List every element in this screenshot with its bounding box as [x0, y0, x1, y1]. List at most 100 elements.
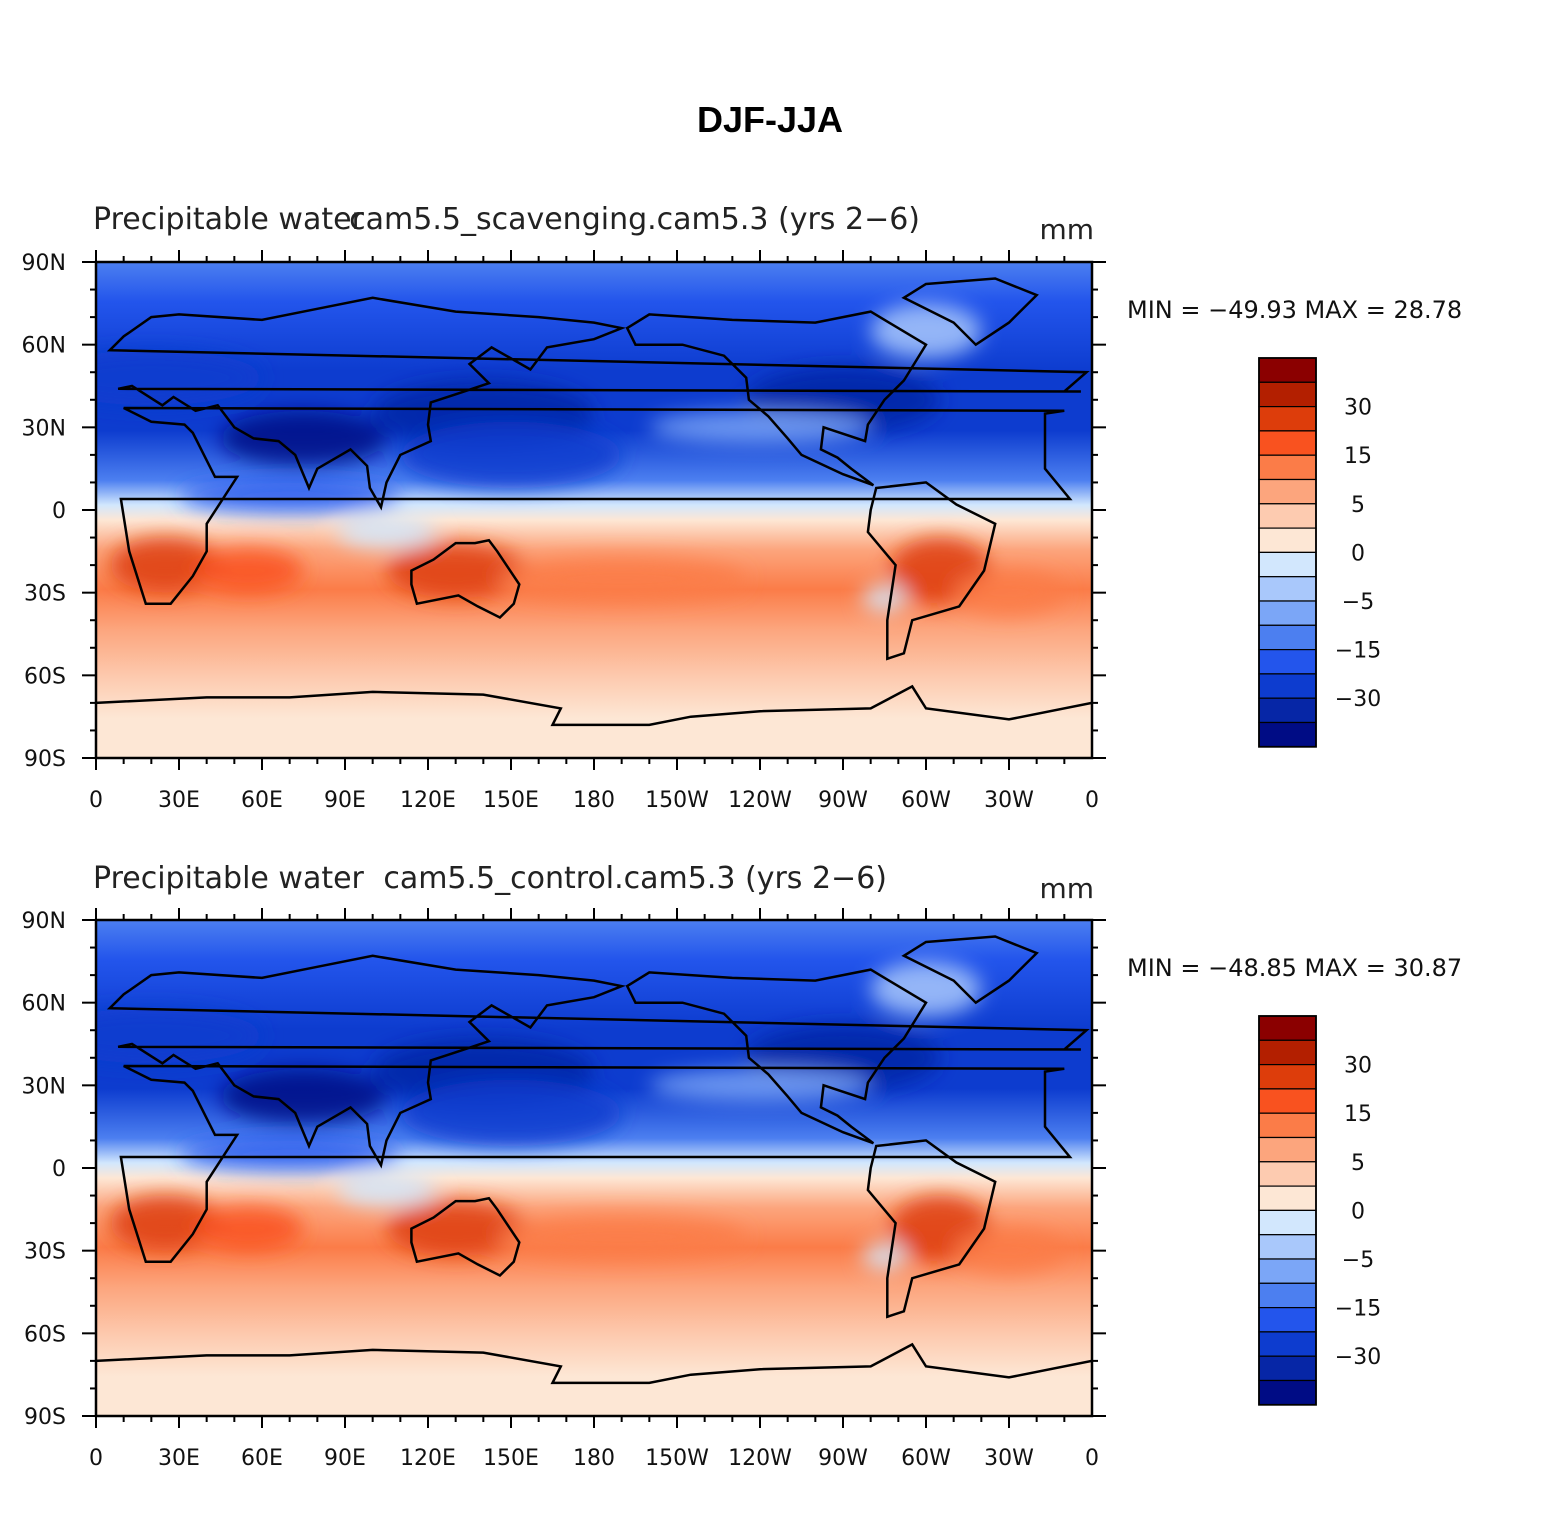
colorbar-swatch — [1258, 1136, 1317, 1163]
lon-tick-label: 30E — [158, 788, 200, 813]
colorbar-swatch — [1258, 527, 1317, 553]
lat-tick-label: 60N — [22, 992, 66, 1017]
map-panel-scavenging: 0 30E 60E 90E 120E 150E 180 150W 120W 90W 60W 30W 09… — [22, 202, 1463, 813]
colorbar-label: 30 — [1344, 396, 1372, 421]
lon-tick-label: 0 — [1085, 788, 1099, 813]
anomaly-field — [96, 262, 1092, 758]
lon-tick-label: 120W — [728, 1446, 792, 1471]
colorbar-label: 30 — [1344, 1054, 1372, 1079]
lat-tick-label: 0 — [52, 499, 66, 524]
map-panel-control: 0 30E 60E 90E 120E 150E 180 150W 120W 90W 60W 30W 09… — [22, 861, 1463, 1471]
colorbar-swatch — [1258, 503, 1317, 529]
colorbar-label: 0 — [1351, 1199, 1365, 1224]
lon-tick-label: 60W — [901, 1446, 951, 1471]
colorbar-swatch — [1258, 1063, 1317, 1090]
lon-tick-label: 150W — [645, 1446, 709, 1471]
lat-tick-label: 60S — [24, 1322, 66, 1347]
colorbar-swatch — [1258, 673, 1317, 699]
lat-tick-label: 30N — [22, 1074, 66, 1099]
lon-tick-label: 90E — [324, 1446, 366, 1471]
units-label: mm — [1039, 872, 1094, 905]
colorbar: 30 15 5 0 −5 −15 −30 — [1258, 1015, 1381, 1406]
lat-tick-label: 0 — [52, 1157, 66, 1182]
colorbar-label: −15 — [1335, 639, 1381, 664]
colorbar-label: 15 — [1344, 444, 1372, 469]
colorbar-swatch — [1258, 1282, 1317, 1309]
lat-tick-label: 90S — [24, 1405, 66, 1430]
min-max-label: MIN = −48.85 MAX = 30.87 — [1127, 954, 1462, 982]
lon-tick-label: 90E — [324, 788, 366, 813]
colorbar-label: 5 — [1351, 493, 1365, 518]
colorbar-swatch — [1258, 1306, 1317, 1333]
colorbar-swatch — [1258, 697, 1317, 724]
colorbar-swatch — [1258, 454, 1317, 481]
lon-tick-label: 90W — [818, 788, 868, 813]
lon-tick-label: 150E — [483, 1446, 539, 1471]
lon-tick-label: 0 — [89, 788, 103, 813]
lon-tick-label: 30W — [984, 788, 1034, 813]
lon-tick-label: 0 — [1085, 1446, 1099, 1471]
coastlines — [96, 277, 1092, 727]
colorbar-label: −15 — [1335, 1297, 1381, 1322]
lat-tick-label: 30S — [24, 582, 66, 607]
colorbar-swatch — [1258, 1258, 1317, 1284]
colorbar-label: −30 — [1335, 687, 1381, 712]
units-label: mm — [1039, 213, 1094, 246]
lon-tick-label: 60E — [241, 788, 283, 813]
min-max-label: MIN = −49.93 MAX = 28.78 — [1127, 296, 1462, 324]
figure-title: DJF-JJA — [697, 99, 843, 140]
variable-name: Precipitable water — [93, 202, 365, 237]
colorbar-label: −5 — [1342, 590, 1374, 615]
lon-tick-label: 90W — [818, 1446, 868, 1471]
lon-tick-label: 120E — [400, 1446, 456, 1471]
variable-name: Precipitable water — [93, 861, 365, 896]
lon-tick-label: 30E — [158, 1446, 200, 1471]
colorbar-swatch — [1258, 1185, 1317, 1211]
colorbar-swatch — [1258, 1112, 1317, 1139]
colorbar-swatch — [1258, 381, 1317, 408]
lat-tick-label: 90N — [22, 909, 66, 934]
colorbar-swatch — [1258, 1331, 1317, 1357]
colorbar-swatch — [1258, 721, 1317, 748]
colorbar-swatch — [1258, 1161, 1317, 1187]
colorbar: 30 15 5 0 −5 −15 −30 — [1258, 357, 1381, 748]
run-name: cam5.5_control.cam5.3 (yrs 2−6) — [383, 861, 887, 896]
colorbar-swatch — [1258, 576, 1317, 602]
lon-tick-label: 180 — [573, 788, 615, 813]
colorbar-swatch — [1258, 1234, 1317, 1260]
colorbar-swatch — [1258, 478, 1317, 505]
colorbar-swatch — [1258, 1379, 1317, 1406]
colorbar-swatch — [1258, 430, 1317, 456]
colorbar-label: 5 — [1351, 1151, 1365, 1176]
colorbar-label: 0 — [1351, 541, 1365, 566]
anomaly-field — [96, 920, 1092, 1416]
lon-tick-label: 60W — [901, 788, 951, 813]
lon-tick-label: 180 — [573, 1446, 615, 1471]
colorbar-swatch — [1258, 600, 1317, 626]
colorbar-swatch — [1258, 551, 1317, 578]
colorbar-swatch — [1258, 1015, 1317, 1041]
coastlines — [96, 935, 1092, 1385]
colorbar-swatch — [1258, 1355, 1317, 1382]
lat-tick-label: 30S — [24, 1240, 66, 1265]
lon-tick-label: 30W — [984, 1446, 1034, 1471]
lat-tick-label: 30N — [22, 416, 66, 441]
lon-tick-label: 60E — [241, 1446, 283, 1471]
lat-tick-label: 90N — [22, 251, 66, 276]
lon-tick-label: 120E — [400, 788, 456, 813]
lat-tick-label: 60N — [22, 334, 66, 359]
lat-tick-label: 60S — [24, 664, 66, 689]
colorbar-swatch — [1258, 1088, 1317, 1114]
colorbar-label: −5 — [1342, 1248, 1374, 1273]
colorbar-swatch — [1258, 1209, 1317, 1236]
lat-tick-label: 90S — [24, 747, 66, 772]
colorbar-swatch — [1258, 357, 1317, 383]
colorbar-label: −30 — [1335, 1345, 1381, 1370]
lon-tick-label: 0 — [89, 1446, 103, 1471]
colorbar-swatch — [1258, 1039, 1317, 1066]
lon-tick-label: 150E — [483, 788, 539, 813]
colorbar-swatch — [1258, 648, 1317, 675]
colorbar-swatch — [1258, 624, 1317, 651]
lon-tick-label: 150W — [645, 788, 709, 813]
